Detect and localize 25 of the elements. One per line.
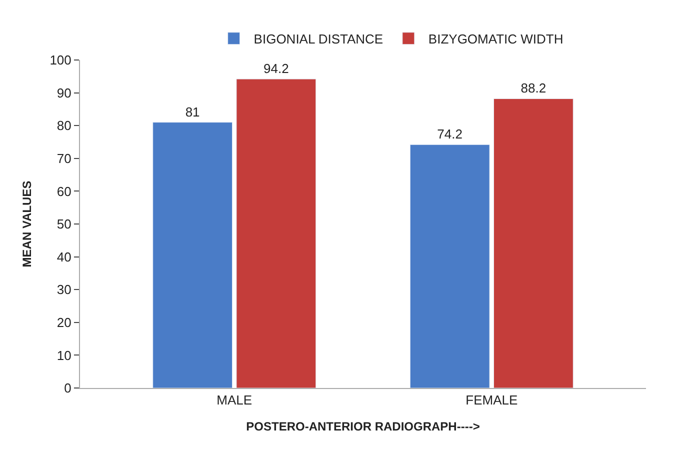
x-tick-label: MALE	[216, 392, 252, 408]
data-label: 81	[185, 104, 200, 120]
bar	[493, 98, 574, 388]
y-tick-label: 70	[56, 150, 72, 166]
x-axis-title: POSTERO-ANTERIOR RADIOGRAPH---->	[246, 420, 480, 434]
y-tick-label: 90	[56, 85, 72, 100]
bar	[410, 144, 490, 388]
y-axis-title: MEAN VALUES	[20, 180, 34, 268]
y-tick-label: 80	[56, 118, 72, 134]
y-tick-label: 40	[56, 249, 72, 264]
y-tick-label: 0	[64, 380, 72, 396]
y-tick-label: 100	[50, 52, 72, 68]
legend-label: BIGONIAL DISTANCE	[254, 31, 384, 46]
data-label: 88.2	[520, 80, 546, 96]
y-tick-label: 20	[56, 314, 72, 330]
bar	[152, 122, 233, 388]
y-tick-label: 10	[56, 348, 72, 363]
y-tick-label: 50	[56, 216, 72, 232]
y-tick-label: 60	[56, 184, 72, 199]
data-label: 94.2	[264, 61, 289, 76]
x-tick-label: FEMALE	[466, 392, 518, 408]
bar	[236, 78, 316, 388]
legend-label: BIZYGOMATIC WIDTH	[428, 31, 564, 46]
data-label: 74.2	[437, 126, 462, 142]
y-tick-label: 30	[56, 282, 72, 298]
